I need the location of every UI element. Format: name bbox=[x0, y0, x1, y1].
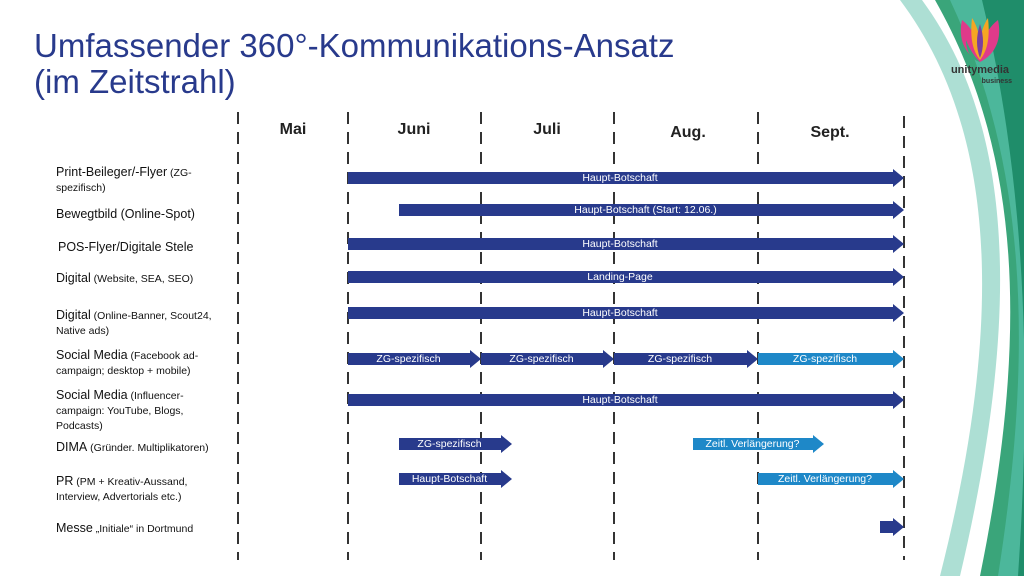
arrow-shape bbox=[348, 235, 904, 253]
row-label-social-facebook: Social Media (Facebook ad-campaign; desk… bbox=[56, 348, 228, 378]
title-line-2: (im Zeitstrahl) bbox=[34, 63, 236, 100]
month-aug: Aug. bbox=[670, 124, 706, 141]
bar-label bbox=[880, 518, 892, 536]
unitymedia-logo: unitymedia business bbox=[944, 10, 1016, 100]
row-label-messe: Messe „Initiale“ in Dortmund bbox=[56, 521, 238, 536]
decorative-swoosh bbox=[900, 0, 1024, 576]
arrow-shape bbox=[399, 470, 512, 488]
row-label-main: Social Media bbox=[56, 388, 128, 402]
month-mai: Mai bbox=[279, 121, 307, 138]
row-label-main: POS-Flyer/Digitale Stele bbox=[58, 240, 194, 254]
title-line-1: Umfassender 360°-Kommunikations-Ansatz bbox=[34, 27, 675, 64]
arrow-shape bbox=[758, 350, 904, 368]
bar-label: Haupt-Botschaft bbox=[582, 307, 658, 319]
bar-label: Haupt-Botschaft bbox=[411, 473, 488, 485]
bar-pos: Haupt-Botschaft bbox=[348, 235, 904, 255]
row-label-sub: (ZG-spezifisch) bbox=[56, 167, 192, 194]
bar-social-3: ZG-spezifisch bbox=[614, 350, 758, 370]
row-label-dima: DIMA (Gründer. Multiplikatoren) bbox=[56, 440, 238, 455]
arrow-shape bbox=[693, 435, 824, 453]
row-label-digital-web: Digital (Website, SEA, SEO) bbox=[56, 271, 238, 286]
row-label-pr: PR (PM + Kreativ-Aussand, Interview, Adv… bbox=[56, 474, 216, 504]
bar-pr-1: Haupt-Botschaft bbox=[399, 470, 512, 490]
bar-label: ZG-spezifisch bbox=[647, 353, 713, 365]
bar-label: ZG-spezifisch bbox=[509, 353, 574, 365]
bar-dima-1: ZG-spezifisch bbox=[399, 435, 512, 455]
arrow-shape bbox=[481, 350, 614, 368]
row-label-bewegtbild: Bewegtbild (Online-Spot) bbox=[56, 207, 238, 222]
row-label-sub: (Online-Banner, Scout24, Native ads) bbox=[56, 310, 212, 337]
bar-label: ZG-spezifisch bbox=[792, 353, 858, 365]
bar-social-2: ZG-spezifisch bbox=[481, 350, 614, 370]
bar-influencer: Haupt-Botschaft bbox=[348, 391, 904, 411]
row-label-main: Digital bbox=[56, 271, 91, 285]
bar-social-4: ZG-spezifisch bbox=[758, 350, 904, 370]
arrow-shape bbox=[399, 201, 904, 219]
bar-social-1: ZG-spezifisch bbox=[348, 350, 481, 370]
bar-label: Zeitl. Verlängerung? bbox=[705, 438, 800, 450]
bar-label: Haupt-Botschaft bbox=[582, 394, 658, 406]
bar-label: Haupt-Botschaft bbox=[582, 238, 658, 250]
row-label-main: Print-Beileger/-Flyer bbox=[56, 165, 168, 179]
arrow-shape bbox=[348, 391, 904, 409]
row-label-social-influencer: Social Media (Influencer-campaign: YouTu… bbox=[56, 388, 216, 433]
bar-label: Zeitl. Verlängerung? bbox=[778, 473, 872, 485]
row-label-main: Messe bbox=[56, 521, 93, 535]
bar-label: Haupt-Botschaft (Start: 12.06.) bbox=[574, 204, 717, 216]
row-label-sub: (Website, SEA, SEO) bbox=[90, 273, 194, 285]
row-label-print: Print-Beileger/-Flyer (ZG-spezifisch) bbox=[56, 165, 238, 195]
row-label-digital-banner: Digital (Online-Banner, Scout24, Native … bbox=[56, 308, 221, 338]
bar-messe bbox=[880, 518, 904, 538]
arrow-shape bbox=[348, 268, 904, 286]
bar-pr-2: Zeitl. Verlängerung? bbox=[758, 470, 904, 490]
bar-label: Haupt-Botschaft bbox=[582, 172, 658, 184]
row-label-main: Bewegtbild (Online-Spot) bbox=[56, 207, 195, 221]
bar-bewegtbild: Haupt-Botschaft (Start: 12.06.) bbox=[399, 201, 904, 221]
row-label-sub: „Initiale“ in Dortmund bbox=[92, 523, 194, 535]
bar-print: Haupt-Botschaft bbox=[348, 169, 904, 189]
arrow-shape bbox=[399, 435, 512, 453]
bar-digital-banner: Haupt-Botschaft bbox=[348, 304, 904, 324]
row-label-sub: (Facebook ad-campaign; desktop + mobile) bbox=[56, 350, 199, 377]
row-label-main: PR bbox=[56, 474, 74, 488]
logo-brand: unitymedia bbox=[950, 64, 1010, 76]
row-label-main: DIMA bbox=[56, 440, 88, 454]
unitymedia-tulip-icon bbox=[960, 18, 1000, 62]
row-label-sub: (PM + Kreativ-Aussand, Interview, Advert… bbox=[56, 476, 188, 503]
arrow-shape bbox=[758, 470, 904, 488]
arrow-shape bbox=[348, 304, 904, 322]
bar-dima-2: Zeitl. Verlängerung? bbox=[693, 435, 824, 455]
bar-digital-web: Landing-Page bbox=[348, 268, 904, 288]
bar-label: ZG-spezifisch bbox=[376, 353, 441, 365]
month-sept: Sept. bbox=[810, 124, 850, 141]
arrow-shape bbox=[348, 169, 904, 187]
row-label-main: Digital bbox=[56, 308, 91, 322]
arrow-shape bbox=[348, 350, 481, 368]
row-label-pos: POS-Flyer/Digitale Stele bbox=[58, 240, 240, 255]
logo-sub: business bbox=[981, 78, 1012, 85]
month-juli: Juli bbox=[533, 121, 561, 138]
arrow-shape bbox=[880, 518, 904, 536]
row-label-sub: (Influencer-campaign: YouTube, Blogs, Po… bbox=[56, 390, 184, 432]
arrow-shape bbox=[614, 350, 758, 368]
bar-label: ZG-spezifisch bbox=[417, 438, 482, 450]
bar-label: Landing-Page bbox=[587, 271, 653, 283]
row-label-main: Social Media bbox=[56, 348, 128, 362]
month-juni: Juni bbox=[397, 121, 431, 138]
row-label-sub: (Gründer. Multiplikatoren) bbox=[87, 442, 209, 454]
page-title: Umfassender 360°-Kommunikations-Ansatz (… bbox=[34, 28, 674, 100]
